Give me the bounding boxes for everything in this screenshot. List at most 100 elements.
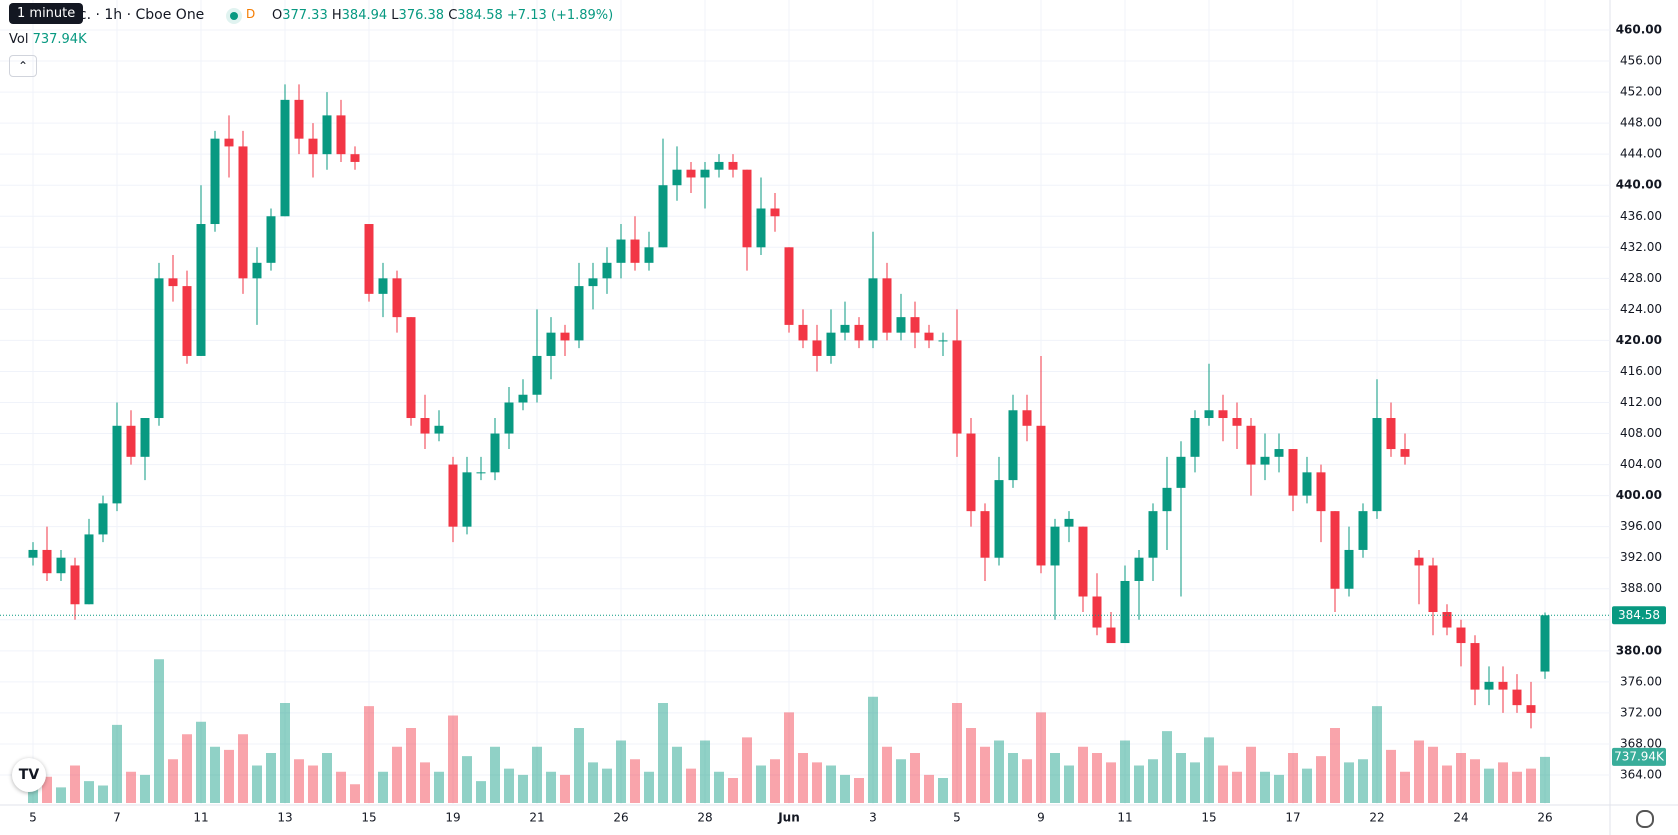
y-tick-label: 380.00: [1616, 643, 1662, 657]
volume-bar: [756, 765, 766, 803]
y-tick-label: 420.00: [1616, 333, 1662, 347]
candle-body: [924, 332, 934, 341]
candle-body: [1176, 456, 1186, 488]
candle-body: [770, 208, 780, 217]
badge: D: [246, 7, 256, 21]
candle-body: [882, 278, 892, 333]
candle-body: [140, 418, 150, 457]
volume-bar: [1120, 740, 1130, 803]
volume-bar: [1050, 753, 1060, 803]
volume-bar: [1008, 753, 1018, 803]
x-tick-label: 17: [1285, 811, 1300, 825]
volume-bar: [868, 696, 878, 803]
candle-body: [910, 317, 920, 333]
candle-body: [224, 138, 234, 147]
h-label: H: [331, 8, 342, 23]
volume-bar: [1036, 712, 1046, 803]
volume-bar: [1400, 771, 1410, 803]
volume-bar: [1204, 737, 1214, 803]
volume-bar: [476, 781, 486, 803]
volume-bar: [308, 765, 318, 803]
candle-body: [1260, 456, 1270, 465]
volume-bar: [924, 774, 934, 803]
volume-bar: [1232, 771, 1242, 803]
o-label: O: [272, 8, 283, 23]
y-tick-label: 400.00: [1616, 488, 1662, 502]
x-tick-label: 11: [193, 811, 208, 825]
volume-bar: [252, 765, 262, 803]
volume-bar: [28, 784, 38, 803]
volume-bar: [812, 762, 822, 803]
candle-body: [1064, 518, 1074, 527]
candle-body: [420, 418, 430, 434]
candle-body: [672, 169, 682, 186]
x-tick-label: 26: [1537, 811, 1552, 825]
volume-tag: [1612, 747, 1666, 766]
candle-body: [1344, 549, 1354, 589]
y-tick-label: 436.00: [1620, 209, 1662, 223]
volume-bar: [840, 774, 850, 803]
symbol[interactable]: nc. · 1h · Cboe One: [70, 7, 205, 23]
candle-body: [84, 534, 94, 605]
volume-bar: [966, 728, 976, 803]
x-tick-label: 11: [1117, 811, 1132, 825]
candle-body: [1512, 689, 1522, 706]
volume-bar: [1078, 746, 1088, 803]
candle-body: [714, 161, 724, 170]
volume-bar: [1288, 753, 1298, 803]
volume-bar: [742, 737, 752, 803]
volume-bar: [84, 781, 94, 803]
x-tick-label: 5: [953, 811, 961, 825]
candle-body: [98, 503, 108, 535]
y-tick-label: 392.00: [1620, 550, 1662, 564]
candle-body: [154, 278, 164, 419]
volume-bar: [126, 771, 136, 803]
candle-body: [840, 324, 850, 333]
candle-body: [406, 317, 416, 419]
volume-bar: [630, 759, 640, 803]
vol-value: 737.94K: [32, 32, 87, 47]
candle-body: [1386, 418, 1396, 450]
candle-body: [574, 286, 584, 341]
candle-body: [252, 262, 262, 279]
settings-button[interactable]: [1636, 810, 1654, 828]
candle-body: [1358, 511, 1368, 550]
volume-bar: [392, 746, 402, 803]
candle-body: [1372, 418, 1382, 512]
candle-body: [266, 216, 276, 263]
candle-body: [168, 278, 178, 287]
volume-bar: [1218, 765, 1228, 803]
x-tick-label: 19: [445, 811, 460, 825]
candle-body: [42, 549, 52, 574]
last-price-tag: [1612, 606, 1666, 625]
x-tick-label: 3: [869, 811, 877, 825]
candle-body: [448, 464, 458, 527]
volume-bar: [658, 703, 668, 803]
candle-body: [1414, 557, 1424, 566]
high: 384.94: [341, 8, 388, 23]
candle-body: [868, 278, 878, 341]
candle-body: [1190, 418, 1200, 457]
volume-bar: [784, 712, 794, 803]
volume-bar: [504, 768, 514, 803]
candle-body: [1288, 449, 1298, 496]
candle-body: [812, 340, 822, 356]
volume-legend: Vol 737.94K: [9, 32, 87, 47]
candle-body: [294, 99, 304, 139]
volume-bar: [1190, 762, 1200, 803]
candle-body: [1330, 511, 1340, 589]
y-tick-label: 416.00: [1620, 364, 1662, 378]
collapse-button[interactable]: ⌃: [9, 55, 37, 77]
candle-body: [644, 247, 654, 263]
last-price-label: 384.58: [1618, 608, 1660, 622]
candle-body: [1526, 705, 1536, 713]
candle-body: [1400, 449, 1410, 457]
y-tick-label: 364.00: [1620, 767, 1662, 781]
candle-body: [728, 161, 738, 170]
volume-bar: [616, 740, 626, 803]
candle-body: [1022, 410, 1032, 426]
volume-bar: [462, 756, 472, 803]
candle-body: [182, 286, 192, 356]
logo[interactable]: TV: [12, 758, 46, 792]
